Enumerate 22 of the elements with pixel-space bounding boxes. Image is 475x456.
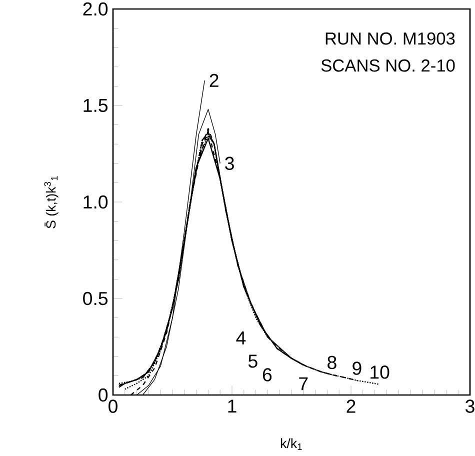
series-label: 3 bbox=[225, 156, 234, 170]
series-label: 7 bbox=[299, 377, 308, 390]
x-tick-label: 0 bbox=[108, 400, 118, 413]
x-tick-label: 3 bbox=[466, 400, 474, 413]
y-tick-label: 0 bbox=[98, 388, 108, 402]
series-label: 8 bbox=[328, 356, 336, 370]
series-label: 4 bbox=[236, 332, 246, 344]
y-tick-label: 1.0 bbox=[84, 195, 108, 209]
y-tick-label: 0.5 bbox=[83, 292, 108, 306]
y-axis-title: S̄ (k,t)k$^{3}$1 bbox=[44, 176, 58, 228]
annotation: RUN NO. M1903 bbox=[326, 32, 455, 45]
series-label: 10 bbox=[370, 366, 390, 379]
annotation: SCANS NO. 2-10 bbox=[321, 59, 455, 72]
series-label: 5 bbox=[248, 354, 258, 368]
series-label: 6 bbox=[262, 368, 272, 382]
x-axis-title: k/k$_{1}$ bbox=[280, 438, 302, 450]
series-label: 9 bbox=[352, 362, 362, 375]
series-label: 2 bbox=[210, 74, 218, 87]
x-tick-label: 1 bbox=[228, 400, 236, 413]
y-tick-label: 1.5 bbox=[84, 98, 108, 112]
y-tick-label: 2.0 bbox=[83, 2, 108, 16]
x-tick-label: 2 bbox=[346, 400, 356, 413]
